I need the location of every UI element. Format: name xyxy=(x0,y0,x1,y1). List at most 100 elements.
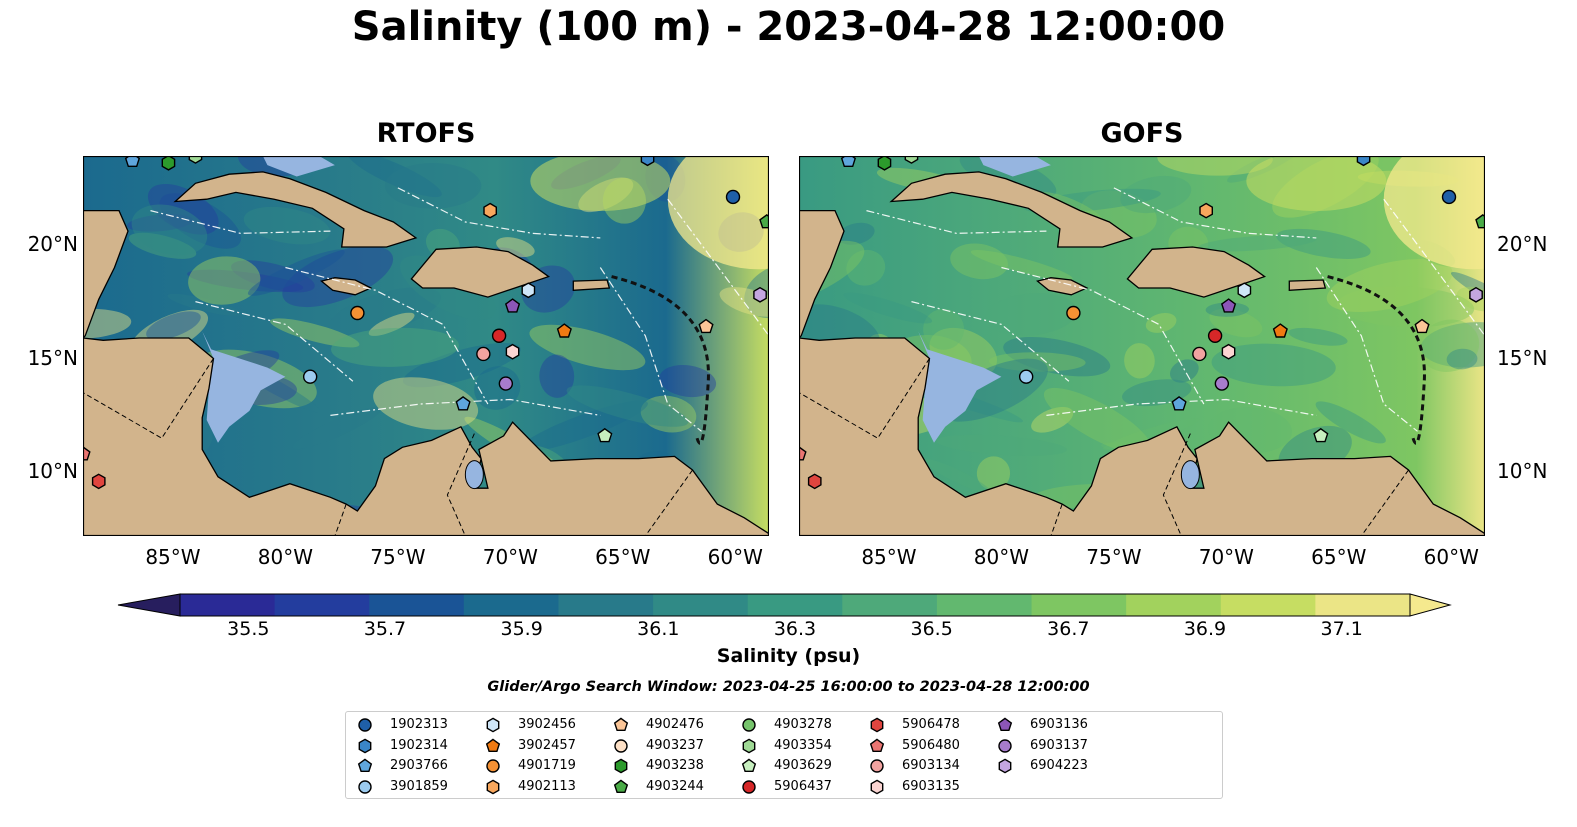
platform-marker xyxy=(1469,286,1483,303)
legend-marker xyxy=(614,738,628,753)
lon-tick-label: 70°W xyxy=(1198,545,1254,569)
hexagon-marker-icon xyxy=(998,758,1012,774)
hexagon-marker-icon xyxy=(870,779,884,794)
legend-label: 4903354 xyxy=(774,737,832,753)
legend-label: 6904223 xyxy=(1030,758,1088,773)
legend-marker xyxy=(485,738,501,752)
circle-marker-icon xyxy=(742,779,756,794)
legend-label: 4902113 xyxy=(518,778,576,794)
circle-marker-icon xyxy=(358,779,372,794)
platform-marker xyxy=(807,473,822,490)
platform-marker xyxy=(1414,318,1430,334)
lat-tick-label: 10°N xyxy=(27,459,78,484)
gofs-map xyxy=(799,156,1485,536)
pentagon-marker-icon xyxy=(741,758,757,772)
platform-marker xyxy=(1018,369,1034,384)
legend-marker xyxy=(486,779,500,794)
legend-marker xyxy=(869,738,885,752)
legend-label: 4903238 xyxy=(646,758,704,773)
circle-marker-icon xyxy=(742,718,756,732)
platform-marker xyxy=(1220,298,1237,313)
platform-marker xyxy=(1313,427,1329,443)
lon-tick-label: 80°W xyxy=(973,545,1030,569)
legend-label: 3902456 xyxy=(518,717,576,732)
rtofs-map xyxy=(83,156,769,536)
legend-label: 2903766 xyxy=(390,758,448,773)
search-window-note: Glider/Argo Search Window: 2023-04-25 16… xyxy=(487,679,1090,695)
pentagon-marker-icon xyxy=(869,738,885,752)
platform-marker xyxy=(904,156,919,164)
legend-marker xyxy=(870,759,884,773)
platform-marker xyxy=(1237,282,1252,299)
platform-marker xyxy=(799,446,807,461)
legend-marker xyxy=(741,758,757,772)
platform-marker xyxy=(521,282,536,299)
gofs-panel-title: GOFS xyxy=(1100,118,1184,149)
lon-tick-label: 85°W xyxy=(861,545,917,569)
platform-marker xyxy=(124,156,141,167)
legend-label: 4901719 xyxy=(518,758,576,773)
colorbar-tick-label: 35.7 xyxy=(363,618,407,640)
hexagon-marker-icon xyxy=(486,717,500,733)
platform-marker xyxy=(1214,376,1230,391)
legend-label: 4903629 xyxy=(774,758,832,773)
platform-marker xyxy=(1066,305,1081,321)
legend-label: 4903237 xyxy=(646,737,704,753)
colorbar xyxy=(117,593,1452,617)
circle-marker-icon xyxy=(614,738,628,753)
platform-marker xyxy=(491,328,507,343)
platform-marker xyxy=(840,156,857,167)
lon-tick-label: 60°W xyxy=(1423,545,1479,569)
platform-marker xyxy=(1221,343,1236,360)
platform-marker xyxy=(640,156,655,167)
legend-label: 5906437 xyxy=(774,778,832,794)
platform-marker xyxy=(1272,323,1288,338)
hexagon-marker-icon xyxy=(358,738,372,753)
pentagon-marker-icon xyxy=(997,717,1013,731)
legend-marker xyxy=(358,738,372,753)
platform-marker xyxy=(1171,396,1187,411)
platform-marker xyxy=(597,427,613,443)
platform-marker xyxy=(498,376,514,391)
legend-label: 6903134 xyxy=(902,758,960,773)
platform-legend: 1902313 1902314 2903766 3901859 3902456 39024… xyxy=(345,711,1223,799)
main-title: Salinity (100 m) - 2023-04-28 12:00:00 xyxy=(351,4,1226,50)
platform-marker xyxy=(83,446,91,461)
platform-marker xyxy=(759,214,769,229)
lon-tick-label: 80°W xyxy=(257,545,314,569)
pentagon-marker-icon xyxy=(485,738,501,752)
lat-tick-label: 20°N xyxy=(27,231,78,256)
lon-tick-label: 85°W xyxy=(145,545,201,569)
legend-label: 6903136 xyxy=(1030,717,1088,732)
lon-tick-label: 65°W xyxy=(595,545,651,569)
platform-marker xyxy=(161,156,176,171)
colorbar-tick-label: 36.9 xyxy=(1183,618,1227,640)
legend-label: 3901859 xyxy=(390,778,448,794)
colorbar-tick-label: 37.1 xyxy=(1320,618,1363,640)
legend-marker xyxy=(742,779,756,794)
legend-marker xyxy=(997,717,1013,731)
legend-marker xyxy=(742,718,756,732)
legend-marker xyxy=(742,738,756,753)
lon-tick-label: 60°W xyxy=(707,545,763,569)
legend-marker xyxy=(998,738,1012,753)
legend-label: 1902313 xyxy=(390,717,448,732)
colorbar-tick-label: 36.7 xyxy=(1047,618,1090,640)
circle-marker-icon xyxy=(358,718,372,732)
legend-label: 5906480 xyxy=(902,737,960,753)
legend-marker xyxy=(357,758,373,772)
platform-marker xyxy=(1207,328,1223,343)
platform-marker xyxy=(455,396,471,411)
hexagon-marker-icon xyxy=(870,717,884,733)
colorbar-tick-label: 35.9 xyxy=(500,618,543,640)
circle-marker-icon xyxy=(998,738,1012,753)
lon-tick-label: 70°W xyxy=(482,545,538,569)
hexagon-marker-icon xyxy=(486,779,500,794)
colorbar-tick-label: 35.5 xyxy=(227,618,270,640)
legend-label: 1902314 xyxy=(390,737,448,753)
platform-marker xyxy=(483,202,497,219)
legend-marker xyxy=(358,779,372,794)
platform-marker xyxy=(725,189,741,205)
legend-marker xyxy=(870,779,884,794)
platform-marker xyxy=(302,369,318,384)
